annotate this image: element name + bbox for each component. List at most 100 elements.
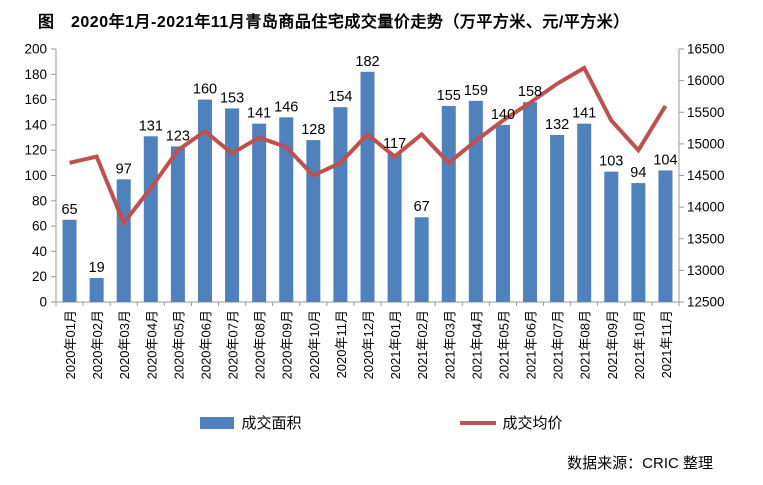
x-axis-label: 2020年01月	[63, 310, 78, 379]
bar-value-label: 160	[193, 82, 217, 98]
bar-value-label: 65	[61, 202, 77, 218]
bar	[116, 179, 131, 302]
bar-value-label: 104	[653, 152, 677, 168]
left-axis-label: 180	[24, 67, 47, 82]
x-axis-label: 2020年11月	[334, 310, 349, 378]
bar	[89, 277, 104, 302]
right-axis-label: 16500	[687, 42, 725, 57]
bar-value-label: 103	[599, 154, 623, 170]
bar	[441, 105, 456, 302]
bar-value-label: 155	[437, 88, 461, 104]
bar	[279, 117, 294, 302]
bar	[550, 135, 565, 302]
bar-value-label: 182	[355, 54, 379, 70]
left-axis-label: 40	[32, 244, 47, 259]
bar	[306, 140, 321, 302]
x-axis-label: 2020年04月	[144, 310, 159, 379]
bar-value-label: 19	[89, 260, 105, 276]
right-axis-label: 12500	[687, 295, 725, 310]
x-axis-label: 2021年08月	[578, 310, 593, 379]
bar	[631, 183, 646, 302]
data-source: 数据来源：CRIC 整理	[567, 455, 713, 472]
bar-value-label: 123	[166, 128, 190, 144]
bar-value-label: 132	[545, 117, 569, 133]
chart-title: 图 2020年1月-2021年11月青岛商品住宅成交量价走势（万平方米、元/平方…	[38, 14, 630, 31]
bar-value-label: 128	[301, 122, 325, 138]
right-axis-label: 15000	[687, 136, 725, 151]
bar	[577, 123, 592, 302]
price-line	[69, 65, 668, 227]
bar	[468, 100, 483, 303]
legend-label-area: 成交面积	[241, 415, 302, 432]
x-axis-label: 2021年05月	[496, 310, 511, 379]
bar-value-label: 131	[139, 118, 163, 134]
bar-value-label: 159	[464, 83, 488, 99]
left-axis-label: 120	[24, 143, 47, 158]
bar	[197, 99, 212, 302]
line-swatch-icon	[459, 420, 496, 425]
left-axis-label: 100	[24, 168, 47, 183]
bar	[143, 136, 158, 302]
right-axis-label: 13500	[687, 231, 725, 246]
bar-value-label: 154	[328, 89, 352, 105]
x-axis-label: 2020年02月	[90, 310, 105, 379]
bar	[170, 146, 185, 302]
left-axis-label: 140	[24, 117, 47, 132]
x-axis-label: 2021年01月	[388, 310, 403, 379]
legend-item-area: 成交面积	[200, 412, 302, 433]
left-axis-label: 160	[24, 92, 47, 107]
bar-value-label: 153	[220, 90, 244, 106]
bar-value-label: 141	[247, 106, 271, 122]
left-axis-label: 80	[32, 193, 47, 208]
bar	[387, 153, 402, 302]
bar	[604, 171, 619, 302]
bar-value-label: 117	[383, 136, 406, 152]
x-axis-label: 2020年12月	[361, 310, 376, 379]
bar-value-label: 94	[630, 165, 646, 181]
bar-value-label: 146	[274, 99, 298, 115]
left-axis-label: 200	[24, 42, 47, 57]
x-axis-label: 2020年10月	[307, 310, 322, 379]
left-axis-label: 20	[32, 269, 47, 284]
bar-value-label: 158	[518, 84, 542, 100]
x-axis-label: 2021年11月	[659, 310, 674, 378]
bar	[414, 217, 429, 302]
x-axis-label: 2020年03月	[117, 310, 132, 379]
x-axis-label: 2021年03月	[442, 310, 457, 379]
bar-value-label: 141	[572, 106, 596, 122]
x-axis-label: 2021年04月	[469, 310, 484, 379]
bar	[333, 107, 348, 302]
x-axis-label: 2021年07月	[551, 310, 566, 379]
legend-item-price: 成交均价	[459, 412, 563, 433]
x-axis-label: 2021年09月	[605, 310, 620, 379]
bar-value-label: 140	[491, 107, 515, 123]
x-axis-label: 2020年07月	[226, 310, 241, 379]
bar-value-label: 97	[116, 161, 132, 177]
right-axis-label: 15500	[687, 105, 725, 120]
legend: 成交面积 成交均价	[0, 412, 763, 433]
right-axis-label: 16000	[687, 73, 725, 88]
bar	[495, 124, 510, 303]
bar-value-label: 67	[414, 199, 430, 215]
bar-swatch-icon	[200, 416, 235, 429]
bar	[658, 170, 673, 302]
x-axis-label: 2020年06月	[198, 310, 213, 379]
bar	[360, 71, 375, 303]
right-axis-label: 14500	[687, 168, 725, 183]
x-axis-label: 2021年02月	[415, 310, 430, 379]
right-axis-label: 14000	[687, 200, 725, 215]
x-axis-label: 2021年10月	[632, 310, 647, 379]
left-axis-label: 60	[32, 219, 47, 234]
x-axis-label: 2020年09月	[280, 310, 295, 379]
bar	[523, 102, 538, 302]
x-axis-label: 2020年05月	[171, 310, 186, 379]
legend-label-price: 成交均价	[502, 415, 563, 432]
x-axis-label: 2021年06月	[524, 310, 539, 379]
right-axis-label: 13000	[687, 263, 725, 278]
bar	[225, 108, 240, 302]
bar	[252, 123, 267, 302]
x-axis-label: 2020年08月	[253, 310, 268, 379]
left-axis-label: 0	[39, 295, 47, 310]
